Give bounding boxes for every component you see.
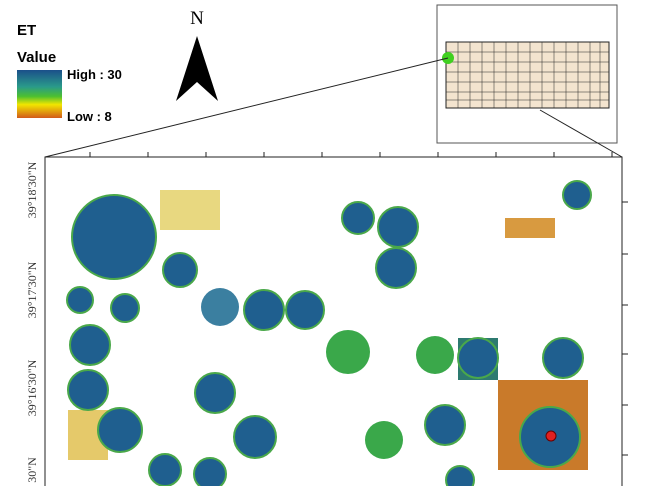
latitude-label: 39°16'30"N xyxy=(25,359,39,416)
fields xyxy=(66,180,592,486)
inset-state xyxy=(445,41,610,109)
latitude-label: 39°17'30"N xyxy=(25,261,39,318)
legend-title: ET xyxy=(17,22,36,39)
legend-ramp xyxy=(17,70,62,118)
legend-subtitle: Value xyxy=(17,49,56,66)
north-label: N xyxy=(190,8,204,29)
leader-line xyxy=(539,109,623,158)
inset-counties xyxy=(446,42,609,108)
legend-low: Low : 8 xyxy=(67,109,112,124)
legend-high: High : 30 xyxy=(67,67,122,82)
north-arrow xyxy=(176,36,218,101)
leader-line xyxy=(44,57,449,158)
ticks xyxy=(89,152,628,456)
latitude-label: 39°18'30"N xyxy=(25,161,39,218)
latitude-label: 30"N xyxy=(25,457,39,483)
